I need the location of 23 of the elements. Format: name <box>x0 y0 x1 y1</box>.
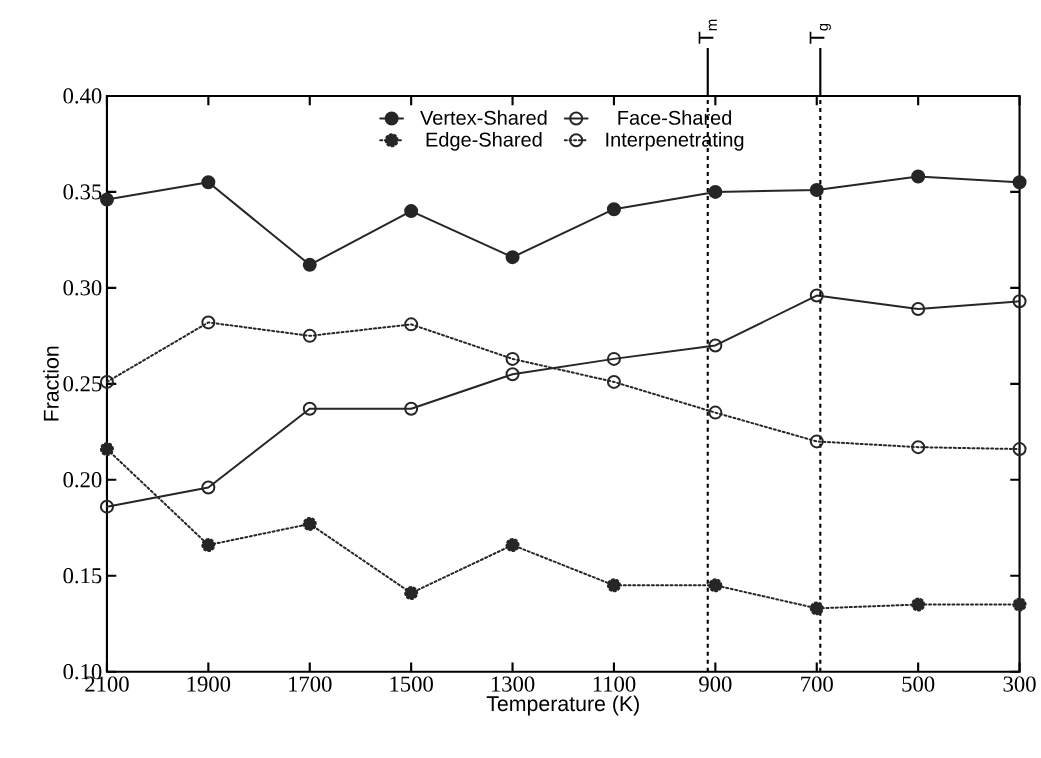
y-tick-label: 0.30 <box>63 280 102 296</box>
y-tick-label: 0.35 <box>63 184 102 200</box>
legend-label: Face-Shared <box>618 110 732 126</box>
x-tick-label: 1500 <box>390 676 433 692</box>
x-tick-label: 1100 <box>593 676 636 692</box>
ref-line-label: T$_{g}$ <box>809 24 831 44</box>
legend-label: Vertex-Shared <box>420 110 547 126</box>
y-tick-label: 0.40 <box>63 88 102 104</box>
x-tick-label: 1700 <box>289 676 332 692</box>
y-tick-label: 0.20 <box>63 472 102 488</box>
x-tick-label: 500 <box>902 676 935 692</box>
y-axis-title: Fraction <box>43 346 59 421</box>
y-tick-label: 0.25 <box>63 376 102 392</box>
y-tick-label: 0.15 <box>63 568 102 584</box>
x-tick-label: 900 <box>699 676 732 692</box>
legend-label: Interpenetrating <box>606 132 744 151</box>
ref-line-label: T$_{m}$ <box>698 19 717 44</box>
legend-label: Edge-Shared <box>426 132 542 151</box>
x-tick-label: 700 <box>801 676 833 692</box>
x-tick-label: 300 <box>1003 676 1036 692</box>
x-tick-label: 1900 <box>187 676 231 692</box>
x-axis-title: Temperature (K) <box>486 695 639 716</box>
x-tick-label: 1300 <box>491 676 535 692</box>
